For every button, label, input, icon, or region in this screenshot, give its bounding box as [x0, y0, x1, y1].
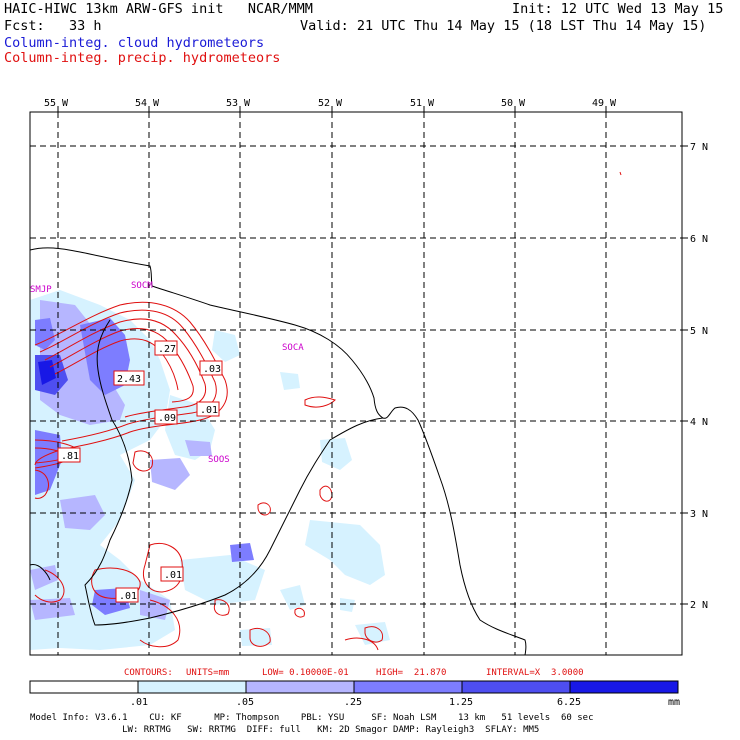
lat-label: 5 N — [690, 326, 708, 337]
valid-time: Valid: 21 UTC Thu 14 May 15 (18 LST Thu … — [300, 18, 707, 34]
model-info-line2: LW: RRTMG SW: RRTMG DIFF: full KM: 2D Sm… — [30, 725, 540, 735]
contour-label: .27 — [158, 344, 176, 355]
forecast-hour: Fcst: 33 h — [4, 18, 102, 34]
colorbar-label: .05 — [236, 697, 254, 708]
lon-label: 50 W — [501, 98, 526, 109]
lat-label: 2 N — [690, 600, 708, 611]
colorbar-label: .25 — [344, 697, 362, 708]
contours-interval: INTERVAL=X 3.0000 — [486, 668, 584, 678]
latlon-grid — [30, 112, 682, 655]
lat-label: 6 N — [690, 234, 708, 245]
lon-label: 53 W — [226, 98, 251, 109]
colorbar — [29, 680, 679, 694]
contour-label: .01 — [119, 591, 137, 602]
lon-label: 55 W — [44, 98, 69, 109]
contour-label: .01 — [200, 405, 218, 416]
station-label: SOOS — [208, 455, 230, 465]
lon-label: 52 W — [318, 98, 343, 109]
lon-label: 54 W — [135, 98, 160, 109]
contour-value-labels: .27 .03 2.43 .09 .01 .81 .01 .01 — [57, 340, 223, 603]
contours-label: CONTOURS: — [124, 668, 173, 678]
axis-ticks — [57, 106, 688, 605]
init-time: Init: 12 UTC Wed 13 May 15 — [512, 1, 724, 17]
station-label: SOCM — [131, 281, 153, 291]
contour-label: 2.43 — [117, 374, 141, 385]
model-title: HAIC-HIWC 13km ARW-GFS init NCAR/MMM — [4, 1, 313, 17]
lon-label: 51 W — [410, 98, 435, 109]
lat-label: 7 N — [690, 142, 708, 153]
contour-label: .09 — [158, 413, 176, 424]
lon-label: 49 W — [592, 98, 617, 109]
lat-label: 4 N — [690, 417, 708, 428]
station-label: SOCA — [282, 343, 304, 353]
colorbar-label: .01 — [130, 697, 148, 708]
contours-high: HIGH= 21.870 — [376, 668, 447, 678]
model-info-line1: Model Info: V3.6.1 CU: KF MP: Thompson P… — [30, 713, 594, 723]
colorbar-label: 6.25 — [557, 697, 581, 708]
map-frame — [29, 111, 683, 656]
station-label: SMJP — [30, 285, 52, 295]
colorbar-label: 1.25 — [449, 697, 473, 708]
contour-label: .81 — [61, 451, 79, 462]
colorbar-unit: mm — [668, 697, 680, 708]
contour-label: .01 — [164, 570, 182, 581]
colorbar-labels: .01 .05 .25 1.25 6.25 mm — [130, 697, 680, 708]
lat-label: 3 N — [690, 509, 708, 520]
contour-label: .03 — [203, 364, 221, 375]
field-precip-title: Column-integ. precip. hydrometeors — [4, 50, 281, 66]
coastline-borders — [29, 247, 527, 656]
station-labels: SMJP SOCM SOCA SOOS — [30, 281, 304, 465]
contours-units: UNITS=mm — [186, 668, 230, 678]
lon-labels: 55 W 54 W 53 W 52 W 51 W 50 W 49 W — [44, 98, 617, 109]
field-cloud-title: Column-integ. cloud hydrometeors — [4, 35, 265, 51]
lat-labels: 7 N 6 N 5 N 4 N 3 N 2 N — [690, 142, 708, 611]
contours-low: LOW= 0.10000E-01 — [262, 668, 349, 678]
